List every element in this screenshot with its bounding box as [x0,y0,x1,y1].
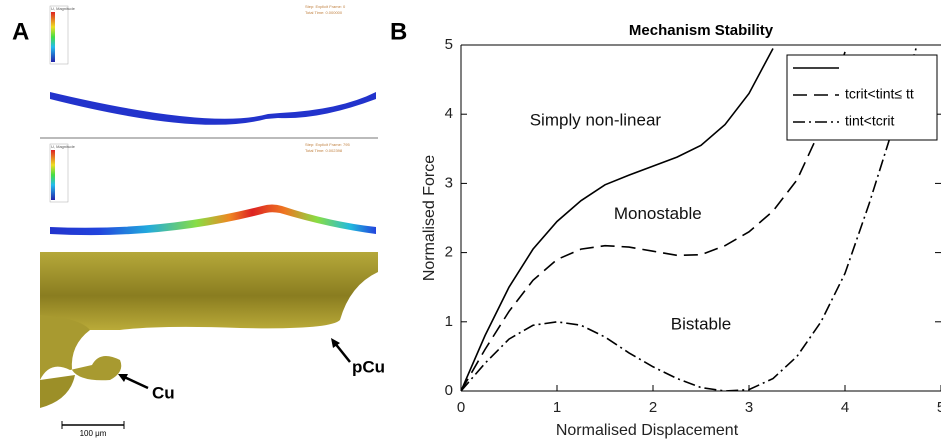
arrow-label: pCu [352,357,385,376]
figure: A U, Magnitude Step: Explicit Frame: 0 T… [0,0,941,441]
y-tick-label: 4 [445,105,453,122]
annotation: Monostable [614,204,702,223]
annotation: Simply non-linear [530,111,662,130]
x-tick-label: 3 [745,399,753,416]
y-tick-label: 2 [445,244,453,261]
beam-undeformed [50,92,376,125]
x-axis-label: Normalised Displacement [556,422,739,439]
color-bar [51,150,55,200]
contour-title: U, Magnitude [51,144,76,149]
panel-label: B [390,18,407,45]
contour-title: U, Magnitude [51,6,76,11]
panel-a: A U, Magnitude Step: Explicit Frame: 0 T… [12,4,385,438]
x-tick-label: 2 [649,399,657,416]
x-tick-label: 0 [457,399,465,416]
y-tick-label: 1 [445,313,453,330]
y-axis-label: Normalised Force [421,155,438,281]
y-tick-label: 3 [445,174,453,191]
arrow-label: Cu [152,383,175,402]
time-text: Total Time: 0.002398 [305,148,343,153]
legend-label: tcrit<tint≤ tt [845,86,914,102]
y-tick-label: 5 [445,36,453,53]
x-tick-label: 5 [937,399,941,416]
color-bar [51,12,55,62]
y-tick-label: 0 [445,382,453,399]
beam-deformed [50,205,376,236]
frame-text: Step: Explicit Frame: 0 [305,4,346,9]
panel-label: A [12,18,29,45]
scale-label: 100 μm [80,429,107,438]
x-tick-label: 4 [841,399,849,416]
chart-title: Mechanism Stability [629,22,774,39]
time-text: Total Time: 0.000000 [305,10,343,15]
frame-text: Step: Explicit Frame: 795 [305,142,350,147]
x-tick-label: 1 [553,399,561,416]
legend-label: tint<tcrit [845,113,895,129]
annotation: Bistable [671,315,731,334]
